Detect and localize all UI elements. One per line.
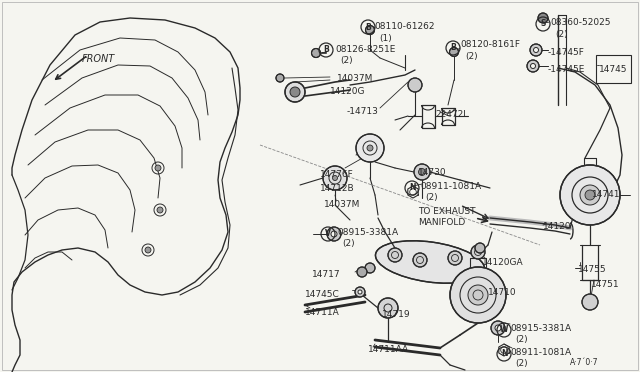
Circle shape <box>419 169 426 176</box>
Circle shape <box>413 253 427 267</box>
Text: 14120GA: 14120GA <box>482 258 524 267</box>
Circle shape <box>378 298 398 318</box>
Text: 08360-52025: 08360-52025 <box>550 18 611 27</box>
Circle shape <box>157 207 163 213</box>
Text: 08911-1081A: 08911-1081A <box>420 182 481 191</box>
Circle shape <box>388 248 402 262</box>
Text: TO EXHAUST: TO EXHAUST <box>418 207 476 216</box>
Text: 14711A: 14711A <box>305 308 340 317</box>
Text: 08126-8251E: 08126-8251E <box>335 45 396 54</box>
Circle shape <box>365 263 375 273</box>
Text: V: V <box>325 230 331 238</box>
Circle shape <box>327 227 341 241</box>
Text: (2): (2) <box>465 52 477 61</box>
Circle shape <box>491 321 505 335</box>
Text: S: S <box>540 19 546 29</box>
Text: 08110-61262: 08110-61262 <box>374 22 435 31</box>
Circle shape <box>285 82 305 102</box>
Text: 14730: 14730 <box>418 168 447 177</box>
Text: (1): (1) <box>379 34 392 43</box>
Circle shape <box>530 44 542 56</box>
Text: A·7´0·7: A·7´0·7 <box>570 358 598 367</box>
Circle shape <box>450 267 506 323</box>
Circle shape <box>585 190 595 200</box>
Circle shape <box>312 48 321 58</box>
Text: -14745E: -14745E <box>548 65 586 74</box>
Circle shape <box>357 267 367 277</box>
Text: B: B <box>365 22 371 32</box>
Text: 14120G: 14120G <box>330 87 365 96</box>
Text: 22472L: 22472L <box>435 110 468 119</box>
Circle shape <box>408 78 422 92</box>
Text: 14745: 14745 <box>599 65 627 74</box>
Circle shape <box>534 48 538 52</box>
Text: 14037M: 14037M <box>324 200 360 209</box>
Text: 14719: 14719 <box>382 310 411 319</box>
Circle shape <box>449 48 458 57</box>
Text: W: W <box>500 326 508 334</box>
Circle shape <box>531 64 536 68</box>
Text: (2): (2) <box>515 335 527 344</box>
Text: (2): (2) <box>340 56 353 65</box>
Text: 14751: 14751 <box>591 280 620 289</box>
Text: 14710: 14710 <box>488 288 516 297</box>
Circle shape <box>367 145 373 151</box>
Circle shape <box>527 60 539 72</box>
Text: -14713: -14713 <box>347 107 379 116</box>
Circle shape <box>276 74 284 82</box>
Circle shape <box>582 294 598 310</box>
Circle shape <box>475 243 485 253</box>
Circle shape <box>356 134 384 162</box>
Text: 14745C: 14745C <box>305 290 340 299</box>
Text: (2): (2) <box>555 30 568 39</box>
Circle shape <box>468 285 488 305</box>
Circle shape <box>331 231 337 237</box>
Text: 14712B: 14712B <box>320 184 355 193</box>
Circle shape <box>323 166 347 190</box>
Text: 08915-3381A: 08915-3381A <box>510 324 571 333</box>
Text: 14776F: 14776F <box>320 170 354 179</box>
Text: B: B <box>450 44 456 52</box>
Text: 14711AA: 14711AA <box>368 345 409 354</box>
Text: B: B <box>323 45 329 55</box>
Text: N: N <box>409 183 415 192</box>
Circle shape <box>495 325 501 331</box>
Circle shape <box>333 176 337 180</box>
Circle shape <box>448 251 462 265</box>
Circle shape <box>358 290 362 294</box>
Circle shape <box>290 87 300 97</box>
Text: -14745F: -14745F <box>548 48 585 57</box>
Text: 08911-1081A: 08911-1081A <box>510 348 571 357</box>
Text: (2): (2) <box>342 239 355 248</box>
Ellipse shape <box>376 241 484 283</box>
Bar <box>596 55 631 83</box>
Circle shape <box>471 245 485 259</box>
Text: 14037M: 14037M <box>337 74 373 83</box>
Text: N: N <box>500 350 508 359</box>
Text: (2): (2) <box>425 193 438 202</box>
Text: 14755: 14755 <box>578 265 607 274</box>
Text: 14120: 14120 <box>543 222 572 231</box>
Text: 08120-8161F: 08120-8161F <box>460 40 520 49</box>
Circle shape <box>155 165 161 171</box>
Circle shape <box>355 287 365 297</box>
Circle shape <box>580 185 600 205</box>
Text: (2): (2) <box>515 359 527 368</box>
Circle shape <box>365 26 374 35</box>
Text: 08915-3381A: 08915-3381A <box>337 228 398 237</box>
Circle shape <box>538 13 548 23</box>
Text: FRONT: FRONT <box>82 54 115 64</box>
Text: MANIFOLD: MANIFOLD <box>418 218 465 227</box>
Text: 14717: 14717 <box>312 270 340 279</box>
Text: 14741: 14741 <box>592 190 621 199</box>
Circle shape <box>145 247 151 253</box>
Circle shape <box>414 164 430 180</box>
Circle shape <box>560 165 620 225</box>
